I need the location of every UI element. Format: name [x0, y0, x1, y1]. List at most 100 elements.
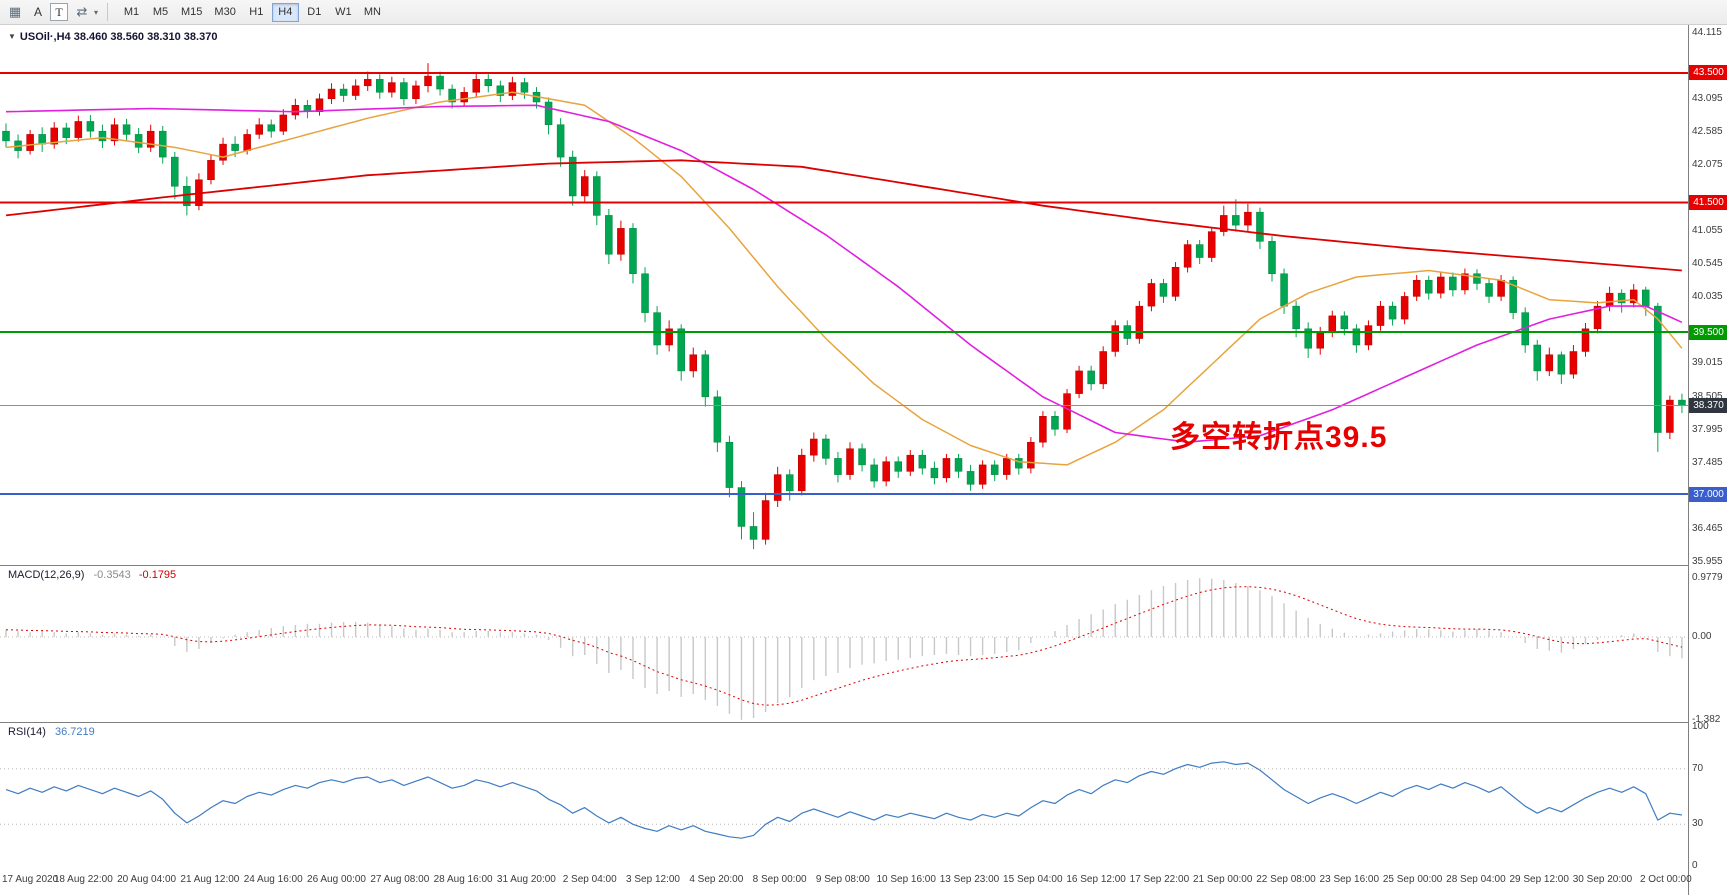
candle: [110, 124, 119, 142]
price-badge: 43.500: [1689, 65, 1727, 81]
chart-annotation-text: 多空转折点39.5: [1170, 421, 1388, 454]
candle: [653, 312, 661, 346]
candle: [219, 143, 227, 161]
timeframe-m15[interactable]: M15: [176, 3, 207, 22]
candle: [146, 130, 155, 148]
price-tick-label: 36.465: [1692, 522, 1723, 534]
candle: [1051, 416, 1059, 430]
candle: [834, 458, 842, 475]
candle: [822, 438, 830, 459]
candle: [171, 156, 179, 187]
timeframe-m1[interactable]: M1: [118, 3, 145, 22]
timeframe-h1[interactable]: H1: [243, 3, 270, 22]
candle: [1111, 325, 1120, 352]
time-scale[interactable]: 17 Aug 2020 18 Aug 22:00 20 Aug 04:00 21 Au…: [0, 868, 1692, 895]
main-price-chart[interactable]: [0, 25, 1688, 565]
date-tick-label: 10 Sep 16:00: [876, 874, 936, 885]
candle: [1159, 283, 1168, 297]
symbol-header[interactable]: ▼ USOil·,H4 38.460 38.560 38.310 38.370: [8, 31, 217, 43]
candle: [761, 500, 770, 540]
price-tick-label: 38.505: [1692, 390, 1723, 402]
candle: [773, 474, 782, 501]
candle: [665, 328, 673, 346]
candle: [1485, 283, 1493, 297]
candle: [1183, 244, 1192, 268]
date-tick-label: 18 Aug 22:00: [53, 874, 113, 885]
timeframe-w1[interactable]: W1: [330, 3, 357, 22]
candle: [846, 448, 854, 475]
candle: [1256, 211, 1264, 242]
candle: [255, 124, 263, 135]
candle: [1220, 215, 1228, 232]
candle: [677, 328, 685, 372]
date-tick-label: 2 Sep 04:00: [562, 874, 617, 885]
candle: [1232, 215, 1240, 226]
candle: [1666, 399, 1674, 433]
candle: [954, 458, 963, 472]
chevron-down-icon[interactable]: ▾: [94, 7, 99, 17]
price-scale[interactable]: 44.115 43.095 42.585 42.075 41.055 40.545 40.0…: [1688, 25, 1727, 895]
timeframe-m5[interactable]: M5: [147, 3, 174, 22]
cursor-a-button[interactable]: A: [29, 3, 47, 21]
candle: [785, 474, 794, 492]
candle: [906, 454, 915, 472]
candle: [1400, 296, 1409, 320]
text-tool-button[interactable]: T: [50, 3, 68, 21]
candle: [1015, 458, 1023, 469]
collapse-icon[interactable]: ▼: [8, 32, 16, 41]
candle: [713, 396, 722, 443]
candle: [810, 438, 818, 456]
macd-tick-label: -1.382: [1692, 713, 1721, 725]
candle: [1135, 305, 1144, 339]
candle: [1412, 279, 1421, 297]
candle: [315, 98, 324, 112]
date-tick-label: 16 Sep 12:00: [1066, 874, 1126, 885]
candle: [1002, 458, 1011, 475]
rsi-label: RSI(14) 36.7219: [8, 726, 95, 738]
candle: [207, 160, 215, 181]
candle: [351, 85, 360, 96]
candle: [1473, 273, 1481, 284]
price-badge: 41.500: [1689, 194, 1727, 210]
macd-signal-line: [5, 586, 1683, 706]
ma-orange-line: [5, 91, 1683, 466]
rsi-name: RSI(14): [8, 726, 46, 738]
panel-resize-handle[interactable]: [0, 565, 1727, 566]
timeframe-d1[interactable]: D1: [301, 3, 328, 22]
candle: [38, 134, 46, 145]
ma-magenta-line: [5, 104, 1683, 444]
candle: [267, 124, 276, 132]
candle: [339, 88, 348, 96]
date-tick-label: 28 Sep 04:00: [1446, 874, 1506, 885]
candle: [472, 79, 480, 93]
cycle-arrows-icon[interactable]: ⇄: [76, 4, 88, 19]
symbol-ohlc-text: USOil·,H4 38.460 38.560 38.310 38.370: [19, 31, 218, 43]
price-tick-label: 37.995: [1692, 423, 1723, 435]
date-tick-label: 29 Sep 12:00: [1509, 874, 1569, 885]
candle: [496, 85, 505, 96]
timeframe-h4[interactable]: H4: [271, 2, 299, 22]
date-tick-label: 25 Sep 00:00: [1382, 874, 1443, 885]
candle: [327, 88, 336, 100]
macd-indicator-chart[interactable]: [0, 565, 1688, 722]
candle: [243, 134, 251, 151]
candle: [1617, 292, 1626, 304]
candle: [556, 124, 565, 158]
macd-tick-label: 0.00: [1692, 631, 1712, 642]
chart-window: ▼ USOil·,H4 38.460 38.560 38.310 38.370 M…: [0, 25, 1727, 895]
candle: [1147, 283, 1156, 307]
date-tick-label: 21 Aug 12:00: [180, 874, 240, 885]
panel-resize-handle[interactable]: [0, 722, 1727, 723]
candle: [1195, 244, 1204, 258]
price-tick-label: 40.035: [1692, 291, 1723, 303]
chart-windows-icon[interactable]: ▦: [8, 4, 22, 19]
date-tick-label: 17 Aug 2020: [2, 874, 59, 885]
rsi-tick-label: 0: [1692, 860, 1698, 871]
rsi-indicator-chart[interactable]: [0, 722, 1688, 868]
candle: [978, 464, 987, 485]
toolbar-separator: [107, 3, 109, 21]
timeframe-m30[interactable]: M30: [209, 3, 240, 22]
candle: [1642, 289, 1650, 307]
price-tick-label: 43.095: [1692, 93, 1723, 105]
timeframe-mn[interactable]: MN: [359, 3, 386, 22]
